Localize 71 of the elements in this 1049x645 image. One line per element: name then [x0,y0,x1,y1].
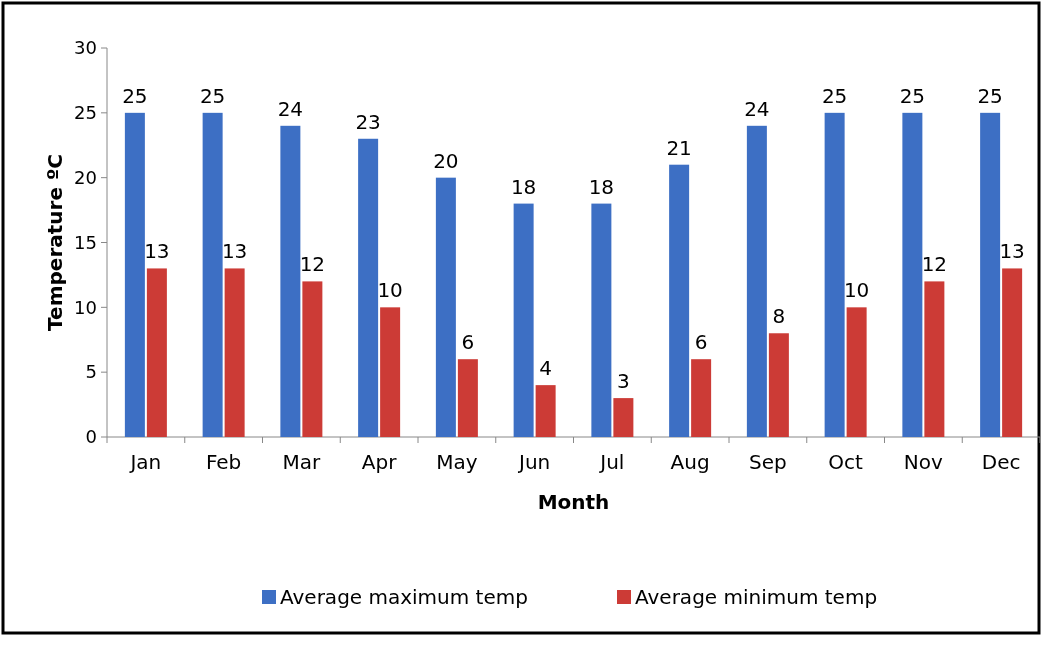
bar [302,281,323,437]
bar [691,359,712,437]
bar [746,125,767,437]
bar [1002,268,1023,437]
data-label: 21 [666,135,692,160]
x-tick-label: Dec [981,450,1021,474]
bar [902,112,923,437]
x-tick-label: Feb [205,450,242,474]
bar [980,112,1001,437]
data-label: 18 [510,174,537,199]
y-tick-label: 25 [74,102,97,124]
data-label: 10 [377,278,403,303]
data-label: 13 [144,239,170,264]
y-tick-label: 10 [74,296,97,318]
data-label: 10 [843,278,870,303]
data-label: 25 [821,83,848,108]
data-label: 23 [355,109,381,134]
data-label: 6 [461,330,475,355]
y-tick-label: 20 [74,166,97,188]
data-label: 24 [744,96,770,121]
data-label: 12 [299,252,326,277]
data-label: 25 [977,83,1003,108]
bar [591,203,612,437]
bar [124,112,145,437]
bar [924,281,945,437]
legend-label: Average maximum temp [280,585,528,609]
bar [280,125,301,437]
bar [202,112,223,437]
data-label: 24 [277,96,304,121]
data-label: 25 [122,83,148,108]
bar [535,385,556,437]
bar [435,177,456,437]
data-label: 3 [617,369,630,394]
y-tick-label: 5 [85,361,97,383]
data-label: 13 [221,239,248,264]
data-label: 12 [921,252,948,277]
x-tick-label: Sep [749,450,787,474]
x-axis-title: Month [537,490,610,514]
y-tick-label: 15 [74,231,97,253]
bar [613,398,634,437]
bar [824,112,845,437]
bar [358,138,379,437]
data-label: 18 [588,174,615,199]
data-label: 8 [772,304,786,329]
data-label: 25 [899,83,926,108]
bar [513,203,534,437]
x-tick-label: Nov [903,450,944,474]
data-label: 25 [199,83,226,108]
bar [224,268,245,437]
data-label: 4 [539,356,552,381]
data-label: 6 [694,330,708,355]
data-label: 20 [433,148,459,173]
y-tick-label: 30 [74,37,97,59]
x-tick-label: Apr [361,450,398,474]
x-tick-label: May [436,450,478,474]
bar [846,307,867,437]
bar [768,333,789,437]
bar [146,268,167,437]
y-tick-label: 0 [85,426,97,448]
x-tick-label: Jun [517,450,551,474]
data-label: 13 [999,239,1025,264]
bar [380,307,401,437]
x-tick-label: Oct [828,450,864,474]
x-tick-label: Mar [282,450,322,474]
bar [669,164,690,437]
x-tick-label: Jan [128,450,162,474]
x-tick-label: Jul [598,450,625,474]
legend-label: Average minimum temp [635,585,878,609]
y-axis-title: Temperature ºC [43,154,67,331]
x-tick-label: Aug [670,450,710,474]
bar [457,359,478,437]
